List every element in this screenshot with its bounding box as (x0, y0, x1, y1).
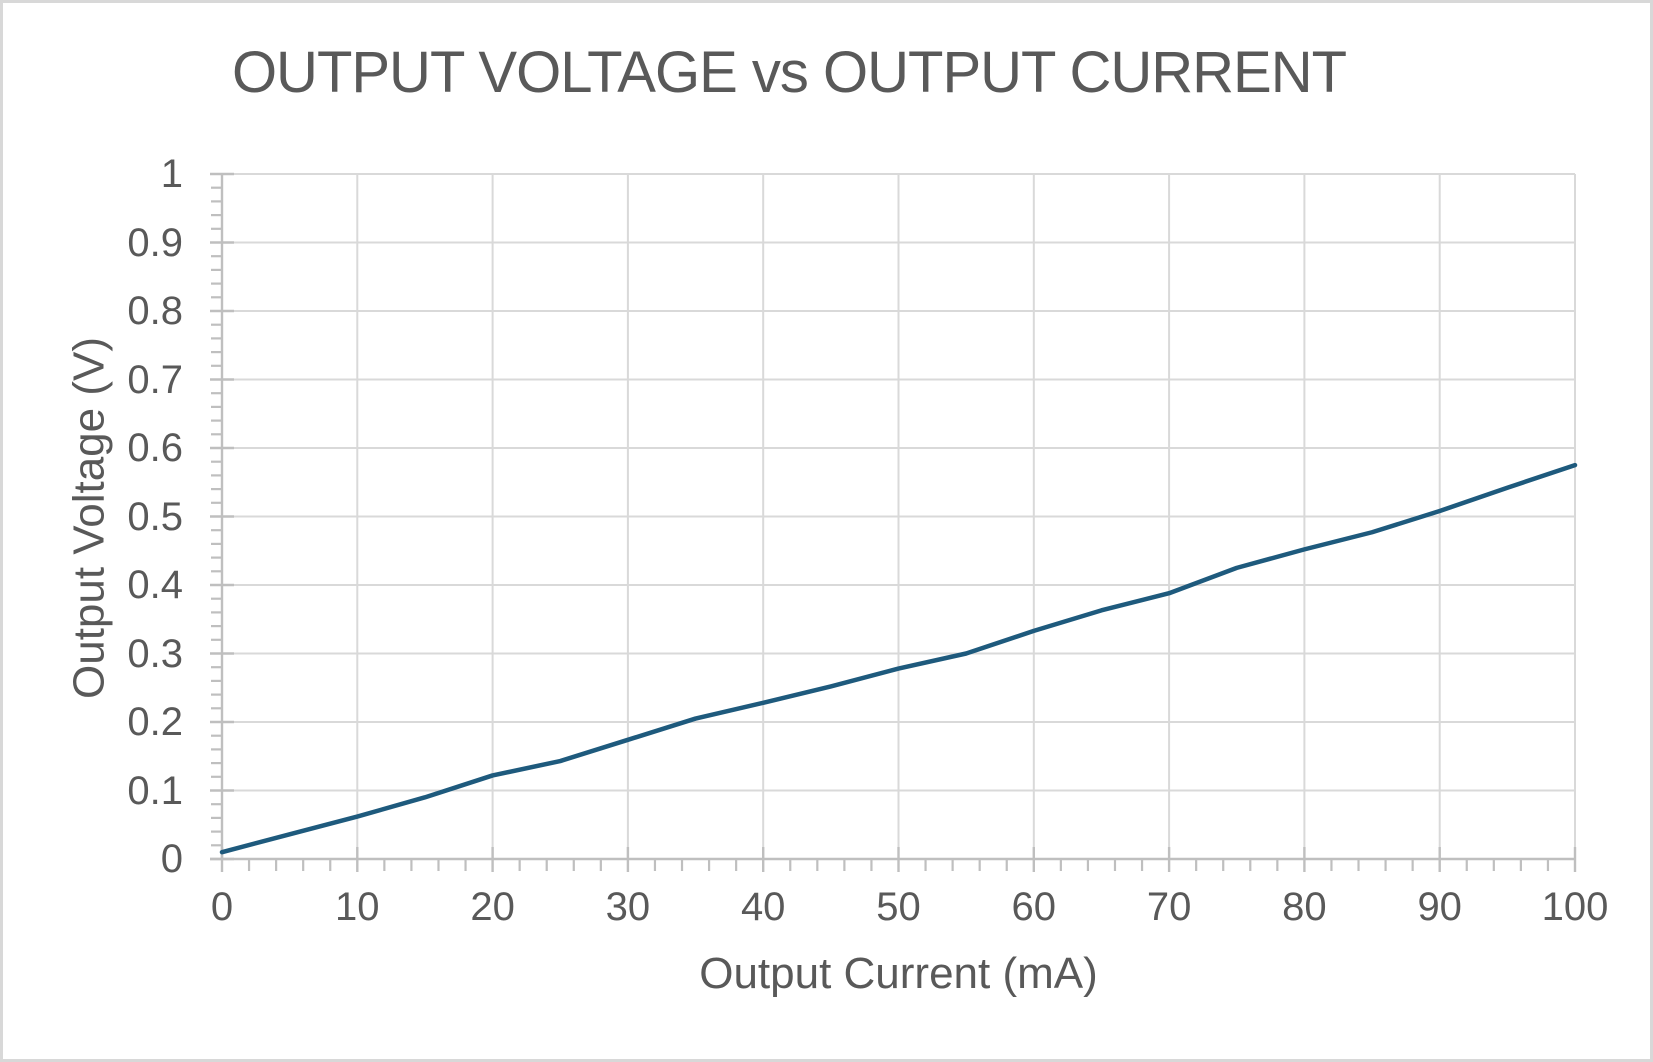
x-tick-label: 70 (1146, 885, 1192, 929)
x-tick-label: 30 (605, 885, 651, 929)
x-tick-label: 80 (1282, 885, 1327, 929)
x-tick-label: 60 (1011, 885, 1057, 929)
y-tick-label: 0.6 (127, 426, 183, 470)
x-tick-label: 90 (1417, 885, 1462, 929)
y-tick-label: 0.5 (127, 494, 183, 539)
chart-title: OUTPUT VOLTAGE vs OUTPUT CURRENT (231, 40, 1347, 105)
y-tick-label: 1 (160, 152, 183, 196)
y-tick-label: 0.3 (127, 631, 183, 676)
plot-area (210, 172, 1578, 872)
x-tick-label: 0 (210, 885, 234, 929)
series-line (219, 462, 1578, 855)
x-tick-label: 100 (1541, 885, 1609, 929)
y-tick-label: 0.9 (127, 220, 183, 265)
y-tick-label: 0.1 (127, 768, 183, 813)
y-tick-label: 0.8 (127, 289, 183, 333)
x-tick-label: 20 (470, 885, 515, 929)
x-tick-label: 50 (876, 885, 921, 929)
y-tick-label: 0 (160, 837, 183, 881)
x-tick-label: 10 (335, 885, 380, 929)
x-tick-label: 40 (740, 885, 786, 929)
y-tick-label: 0.2 (127, 700, 183, 744)
y-tick-label: 0.4 (127, 563, 183, 607)
y-tick-label: 0.7 (127, 357, 183, 402)
x-axis-title: Output Current (mA) (699, 949, 1098, 998)
